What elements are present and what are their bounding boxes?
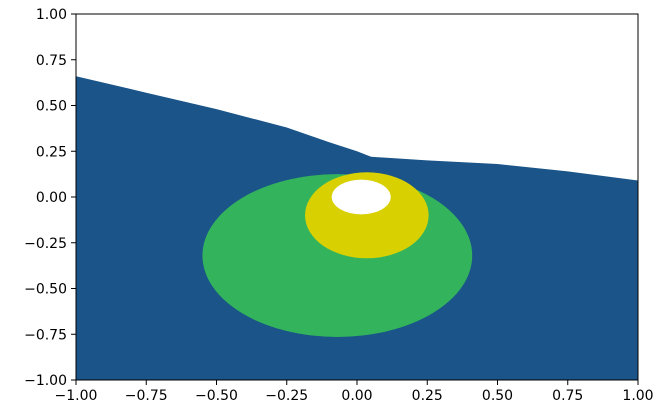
- x-tick-label: 1.00: [622, 388, 653, 404]
- x-tick-label: 0.25: [412, 388, 443, 404]
- y-tick-label: 0.00: [36, 190, 67, 206]
- x-tick-label: 0.75: [552, 388, 583, 404]
- x-axis: −1.00 −0.75 −0.50 −0.25 0.00 0.25 0.50 0.75 1.00: [55, 380, 654, 404]
- contour-region-3: [331, 179, 391, 215]
- x-tick-label: −0.75: [125, 388, 168, 404]
- y-tick-label: −0.25: [24, 236, 67, 252]
- y-tick-label: 0.75: [36, 53, 67, 69]
- y-tick-label: 0.50: [36, 99, 67, 115]
- x-tick-label: 0.00: [341, 388, 372, 404]
- y-tick-label: 0.25: [36, 144, 67, 160]
- plot-area: [76, 76, 638, 380]
- y-tick-label: −0.75: [24, 327, 67, 343]
- x-tick-label: 0.50: [482, 388, 513, 404]
- y-tick-label: −0.50: [24, 282, 67, 298]
- x-tick-label: −0.25: [265, 388, 308, 404]
- y-tick-label: −1.00: [24, 373, 67, 389]
- y-tick-label: 1.00: [36, 7, 67, 23]
- y-axis: 1.00 0.75 0.50 0.25 0.00 −0.25 −0.50 −0.75 −1.00: [24, 7, 76, 389]
- x-tick-label: −0.50: [195, 388, 238, 404]
- x-tick-label: −1.00: [55, 388, 98, 404]
